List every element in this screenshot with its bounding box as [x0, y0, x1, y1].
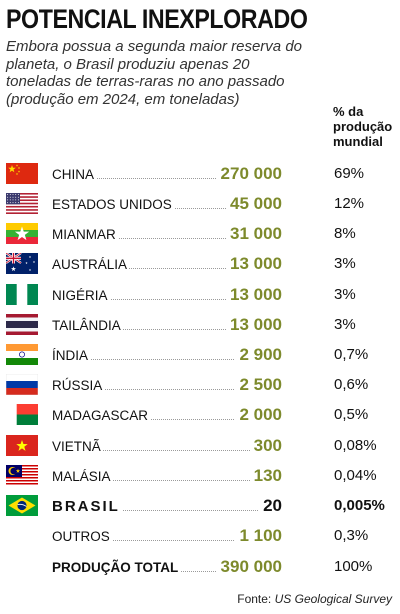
leader-dots [60, 389, 278, 390]
table-row-australia: AUSTRÁLIA 13 000 3% [0, 249, 400, 279]
percent-value: 0,04% [334, 467, 377, 484]
percent-value: 8% [334, 225, 356, 242]
production-value: 390 000 [216, 557, 282, 577]
table-row-producao-total: PRODUÇÃO TOTAL 390 000 100% [0, 552, 400, 582]
country-label: NIGÉRIA [52, 288, 110, 303]
production-value: 2 900 [235, 345, 282, 365]
country-label: MIANMAR [52, 227, 118, 242]
thailand-flag-icon [6, 314, 38, 335]
country-label: VIETNÃ [52, 439, 103, 454]
leader-dots [60, 510, 278, 511]
chart-subtitle: Embora possua a segunda maior reserva do… [6, 38, 303, 108]
production-value: 20 [259, 496, 282, 516]
brazil-flag-icon [6, 495, 38, 516]
leader-dots [60, 299, 278, 300]
percent-value: 3% [334, 316, 356, 333]
table-row-nigeria: NIGÉRIA 13 000 3% [0, 280, 400, 310]
india-flag-icon [6, 344, 38, 365]
table-row-madagascar: MADAGASCAR 2 000 0,5% [0, 400, 400, 430]
table-row-india: ÍNDIA 2 900 0,7% [0, 340, 400, 370]
percent-value: 0,005% [334, 497, 385, 514]
production-value: 1 100 [235, 526, 282, 546]
percent-value: 3% [334, 286, 356, 303]
country-label: CHINA [52, 167, 97, 182]
table-row-china: CHINA 270 000 69% [0, 159, 400, 189]
table-row-malasia: MALÁSIA 130 0,04% [0, 461, 400, 491]
country-label: TAILÂNDIA [52, 318, 123, 333]
leader-dots [60, 540, 278, 541]
table-row-estados-unidos: ESTADOS UNIDOS 45 000 12% [0, 189, 400, 219]
production-value: 2 500 [235, 375, 282, 395]
percent-value: 3% [334, 255, 356, 272]
percent-value: 0,6% [334, 376, 369, 393]
table-row-russia: RÚSSIA 2 500 0,6% [0, 370, 400, 400]
percent-value: 0,5% [334, 406, 369, 423]
nigeria-flag-icon [6, 284, 38, 305]
country-label: BRASIL [52, 498, 122, 515]
country-label: MALÁSIA [52, 469, 113, 484]
vietnam-flag-icon [6, 435, 38, 456]
country-label: OUTROS [52, 529, 112, 544]
table-row-outros: OUTROS 1 100 0,3% [0, 521, 400, 551]
leader-dots [60, 178, 278, 179]
production-value: 130 [249, 466, 282, 486]
australia-flag-icon [6, 253, 38, 274]
production-value: 300 [249, 436, 282, 456]
table-row-brasil: BRASIL 20 0,005% [0, 491, 400, 521]
production-value: 31 000 [226, 224, 282, 244]
table-row-vietna: VIETNÃ 300 0,08% [0, 431, 400, 461]
leader-dots [60, 480, 278, 481]
chart-title: POTENCIAL INEXPLORADO [6, 4, 308, 34]
percent-value: 69% [334, 165, 365, 182]
source-name: US Geological Survey [274, 592, 392, 606]
leader-dots [60, 359, 278, 360]
percent-value: 0,7% [334, 346, 369, 363]
production-value: 13 000 [226, 315, 282, 335]
source-label: Fonte: [237, 592, 272, 606]
production-value: 2 000 [235, 405, 282, 425]
production-value: 13 000 [226, 254, 282, 274]
percent-value: 12% [334, 195, 365, 212]
percent-value: 100% [334, 558, 373, 575]
russia-flag-icon [6, 374, 38, 395]
usa-flag-icon [6, 193, 38, 214]
leader-dots [60, 268, 278, 269]
leader-dots [60, 238, 278, 239]
percent-value: 0,08% [334, 437, 377, 454]
leader-dots [60, 450, 278, 451]
leader-dots [60, 329, 278, 330]
country-label: ESTADOS UNIDOS [52, 197, 174, 212]
madagascar-flag-icon [6, 404, 38, 425]
malaysia-flag-icon [6, 465, 38, 486]
country-label: PRODUÇÃO TOTAL [52, 560, 181, 575]
production-value: 270 000 [216, 164, 282, 184]
leader-dots [60, 419, 278, 420]
table-row-tailandia: TAILÂNDIA 13 000 3% [0, 310, 400, 340]
country-label: ÍNDIA [52, 348, 91, 363]
country-label: RÚSSIA [52, 378, 105, 393]
percent-column-header: % da produção mundial [333, 104, 393, 149]
percent-value: 0,3% [334, 527, 369, 544]
country-label: AUSTRÁLIA [52, 257, 130, 272]
country-label: MADAGASCAR [52, 408, 151, 423]
production-value: 45 000 [226, 194, 282, 214]
myanmar-flag-icon [6, 223, 38, 244]
china-flag-icon [6, 163, 38, 184]
production-value: 13 000 [226, 285, 282, 305]
source-note: Fonte: US Geological Survey [237, 592, 392, 606]
table-row-mianmar: MIANMAR 31 000 8% [0, 219, 400, 249]
